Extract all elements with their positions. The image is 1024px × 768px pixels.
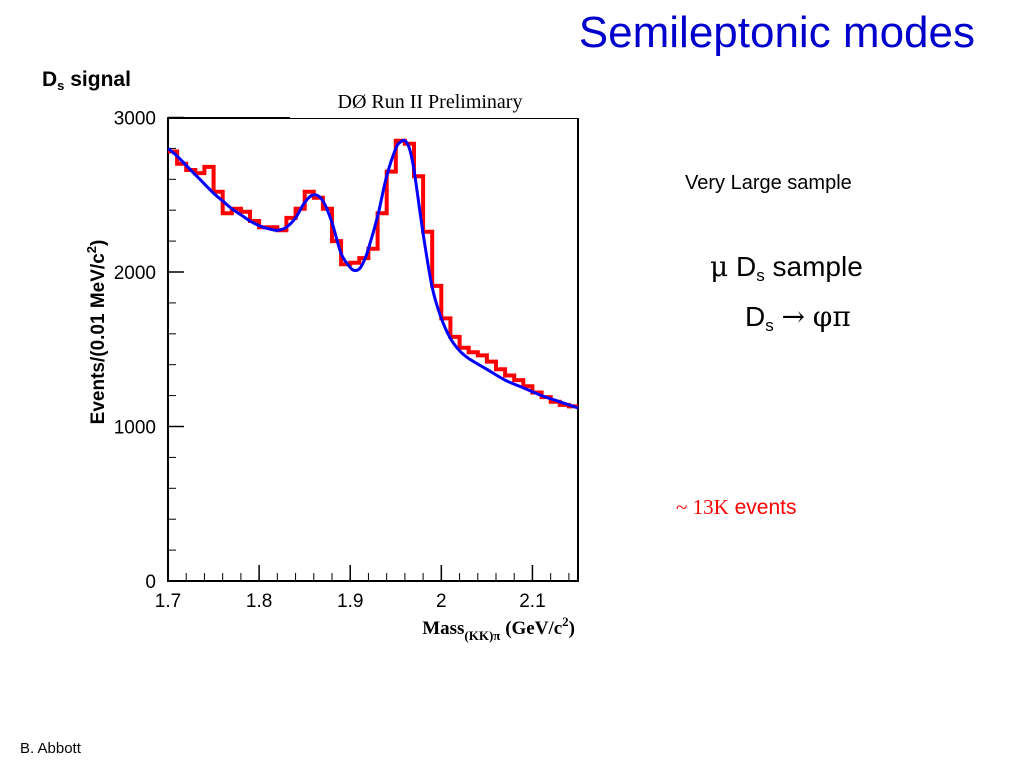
ds-subscript: s	[756, 266, 765, 285]
decay-ds-letter: D	[745, 301, 766, 332]
x-tick-label: 2	[436, 591, 447, 612]
events-count-prefix: ~ 13K	[676, 495, 729, 519]
ds-letter: D	[735, 251, 757, 282]
panel-title-main: D	[42, 68, 58, 91]
x-tick-label: 1.9	[337, 591, 363, 612]
chart-header-box	[290, 82, 580, 118]
mu-symbol: μ	[710, 250, 729, 283]
x-axis-label-main: Mass	[422, 618, 464, 639]
axis-tick-labels: 1.7 1.8 1.9 2 2.1 0 1000 2000 3000	[114, 109, 546, 613]
axis-ticks	[167, 116, 570, 582]
x-axis-label-close: )	[569, 618, 575, 639]
y-tick-label: 0	[145, 572, 156, 593]
x-tick-label: 1.8	[246, 591, 272, 612]
events-count-note: ~ 13K events	[676, 495, 797, 520]
x-tick-label: 1.7	[155, 591, 181, 612]
chart-header: DØ Run II Preliminary	[338, 91, 523, 113]
x-axis-label: Mass(KK)π (GeV/c2)	[422, 614, 575, 643]
y-axis-label-close: )	[88, 240, 109, 246]
decay-mode-note: Ds → φπ	[745, 300, 851, 336]
y-axis-label-main: Events/(0.01 MeV/c	[88, 253, 109, 425]
chart-frame	[167, 117, 579, 582]
x-axis-label-unit: (GeV/c	[500, 618, 562, 639]
sample-size-note: Very Large sample	[685, 172, 852, 194]
x-tick-label: 2.1	[519, 591, 545, 612]
y-tick-label: 3000	[114, 109, 156, 130]
y-tick-label: 1000	[114, 418, 156, 439]
arrow-icon: →	[781, 300, 805, 333]
panel-title-subscript: s	[57, 78, 65, 93]
events-count-suffix: events	[734, 496, 797, 519]
mu-ds-sample-note: μ Ds sample	[710, 250, 863, 286]
panel-title-rest: signal	[64, 68, 131, 91]
mass-histogram-chart: DØ Run II Preliminary 1.7 1.8 1.9 2 2.1 0 1000…	[84, 82, 580, 643]
y-axis-label: Events/(0.01 MeV/c2)	[84, 240, 109, 425]
slide-title: Semileptonic modes	[578, 8, 975, 57]
fit-curve-series	[167, 138, 579, 410]
x-axis-label-sub: (KK)π	[464, 628, 500, 643]
x-axis-label-exp: 2	[562, 614, 569, 629]
decay-products: φπ	[812, 300, 851, 333]
panel-title: Ds signal	[42, 68, 131, 93]
y-axis-label-exp: 2	[84, 246, 99, 253]
decay-ds-subscript: s	[765, 316, 774, 335]
histogram-series	[168, 138, 578, 409]
sample-word: sample	[772, 251, 863, 282]
y-tick-label: 2000	[114, 263, 156, 284]
author-footer: B. Abbott	[20, 740, 81, 757]
